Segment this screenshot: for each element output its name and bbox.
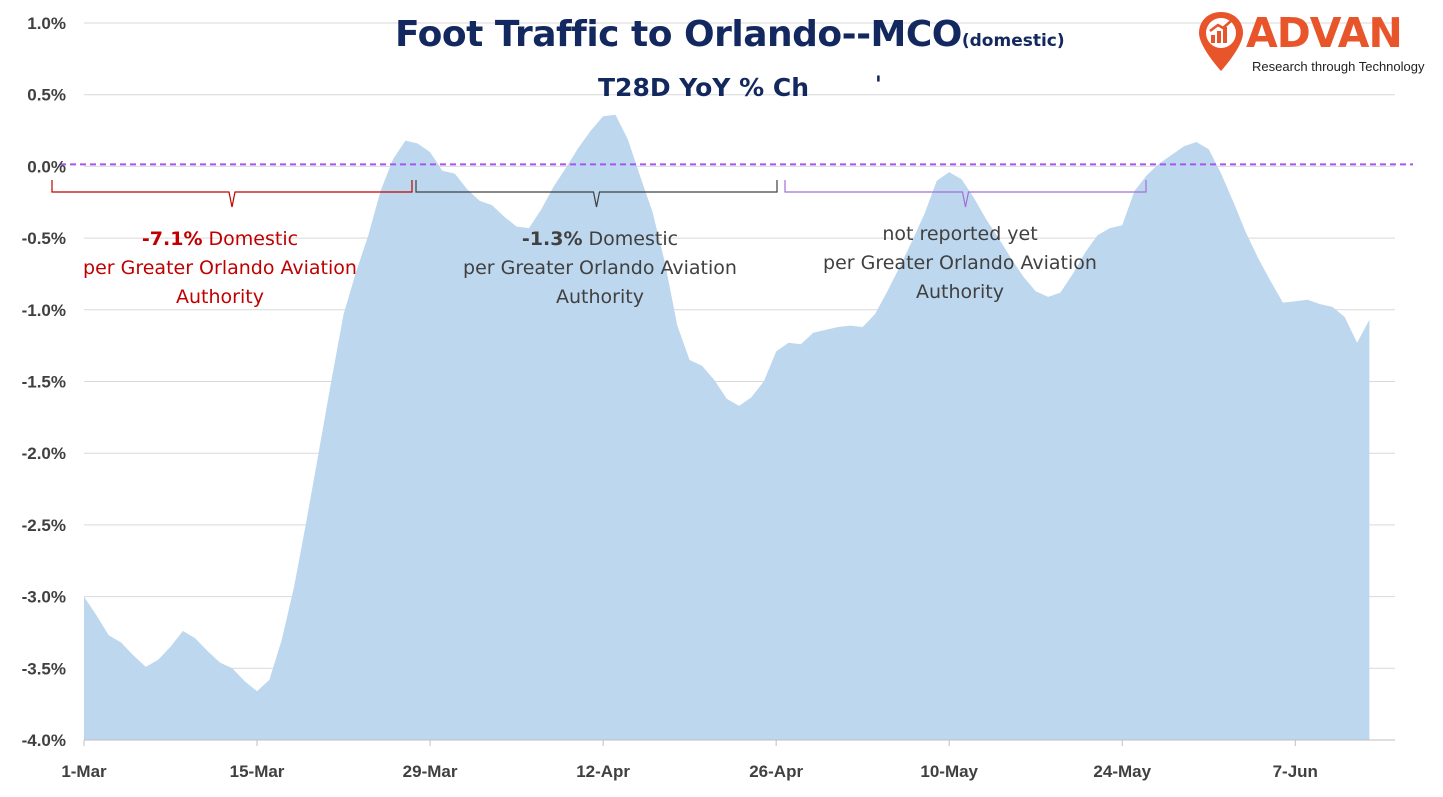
period-braces xyxy=(51,180,1147,208)
logo-tagline: Research through Technology xyxy=(1252,59,1425,74)
annotation-purple: not reported yet per Greater Orlando Avi… xyxy=(810,220,1110,307)
annotation-red-line2: per Greater Orlando Aviation xyxy=(83,257,357,279)
brace-purple xyxy=(784,180,1147,208)
y-tick-label: 0.5% xyxy=(27,86,66,105)
annotation-grey-label: Domestic xyxy=(582,228,679,250)
logo-wordmark: ADVAN xyxy=(1246,9,1403,57)
advan-logo: ADVAN Research through Technology xyxy=(1196,9,1436,75)
x-tick-label: 7-Jun xyxy=(1273,762,1318,781)
annotation-grey: -1.3% Domestic per Greater Orlando Aviat… xyxy=(450,225,750,312)
y-tick-label: -4.0% xyxy=(22,731,66,750)
y-tick-label: -1.5% xyxy=(22,373,66,392)
x-tick-label: 26-Apr xyxy=(749,762,803,781)
annotation-grey-line1: -1.3% Domestic xyxy=(450,225,750,254)
y-tick-label: -2.0% xyxy=(22,444,66,463)
annotation-red: -7.1% Domestic per Greater Orlando Aviat… xyxy=(70,225,370,312)
chart-subtitle: T28D YoY % Ch xyxy=(598,73,809,102)
x-tick-label: 12-Apr xyxy=(576,762,630,781)
x-tick-label: 29-Mar xyxy=(403,762,458,781)
y-tick-label: -3.5% xyxy=(22,659,66,678)
annotation-grey-value: -1.3% xyxy=(521,228,583,250)
x-tick-label: 1-Mar xyxy=(61,762,107,781)
y-axis-ticks: 1.0% 0.5% 0.0% -0.5% -1.0% -1.5% -2.0% -2.5% -3.… xyxy=(22,14,66,750)
brace-grey xyxy=(415,180,778,208)
annotation-red-line1: -7.1% Domestic xyxy=(70,225,370,254)
map-pin-chart-icon xyxy=(1199,12,1243,71)
annotation-purple-line2: per Greater Orlando Aviation xyxy=(823,252,1097,274)
y-tick-label: 1.0% xyxy=(27,14,66,33)
chart-title: Foot Traffic to Orlando--MCO(domestic) xyxy=(395,14,1065,55)
annotation-purple-line1: not reported yet xyxy=(882,223,1038,245)
area-fill xyxy=(84,114,1370,741)
annotation-red-value: -7.1% xyxy=(141,228,203,250)
brace-red xyxy=(51,180,413,208)
y-tick-label: -0.5% xyxy=(22,229,66,248)
x-tick-label: 24-May xyxy=(1093,762,1151,781)
subtitle-mark: ' xyxy=(875,73,882,98)
annotation-grey-line2: per Greater Orlando Aviation xyxy=(463,257,737,279)
annotation-purple-line3: Authority xyxy=(916,281,1004,303)
annotation-red-label: Domestic xyxy=(202,228,299,250)
x-tick-label: 15-Mar xyxy=(230,762,285,781)
y-tick-label: -1.0% xyxy=(22,301,66,320)
y-tick-label: 0.0% xyxy=(27,157,66,176)
y-tick-label: -3.0% xyxy=(22,588,66,607)
chart-title-text: Foot Traffic to Orlando--MCO xyxy=(395,14,962,55)
annotation-red-line3: Authority xyxy=(176,286,264,308)
x-tick-label: 10-May xyxy=(920,762,978,781)
area-series xyxy=(84,114,1370,741)
chart-title-suffix: (domestic) xyxy=(961,31,1065,51)
y-tick-label: -2.5% xyxy=(22,516,66,535)
x-axis-ticks: 1-Mar 15-Mar 29-Mar 12-Apr 26-Apr 10-May 24-Ma… xyxy=(61,739,1395,781)
annotation-grey-line3: Authority xyxy=(556,286,644,308)
